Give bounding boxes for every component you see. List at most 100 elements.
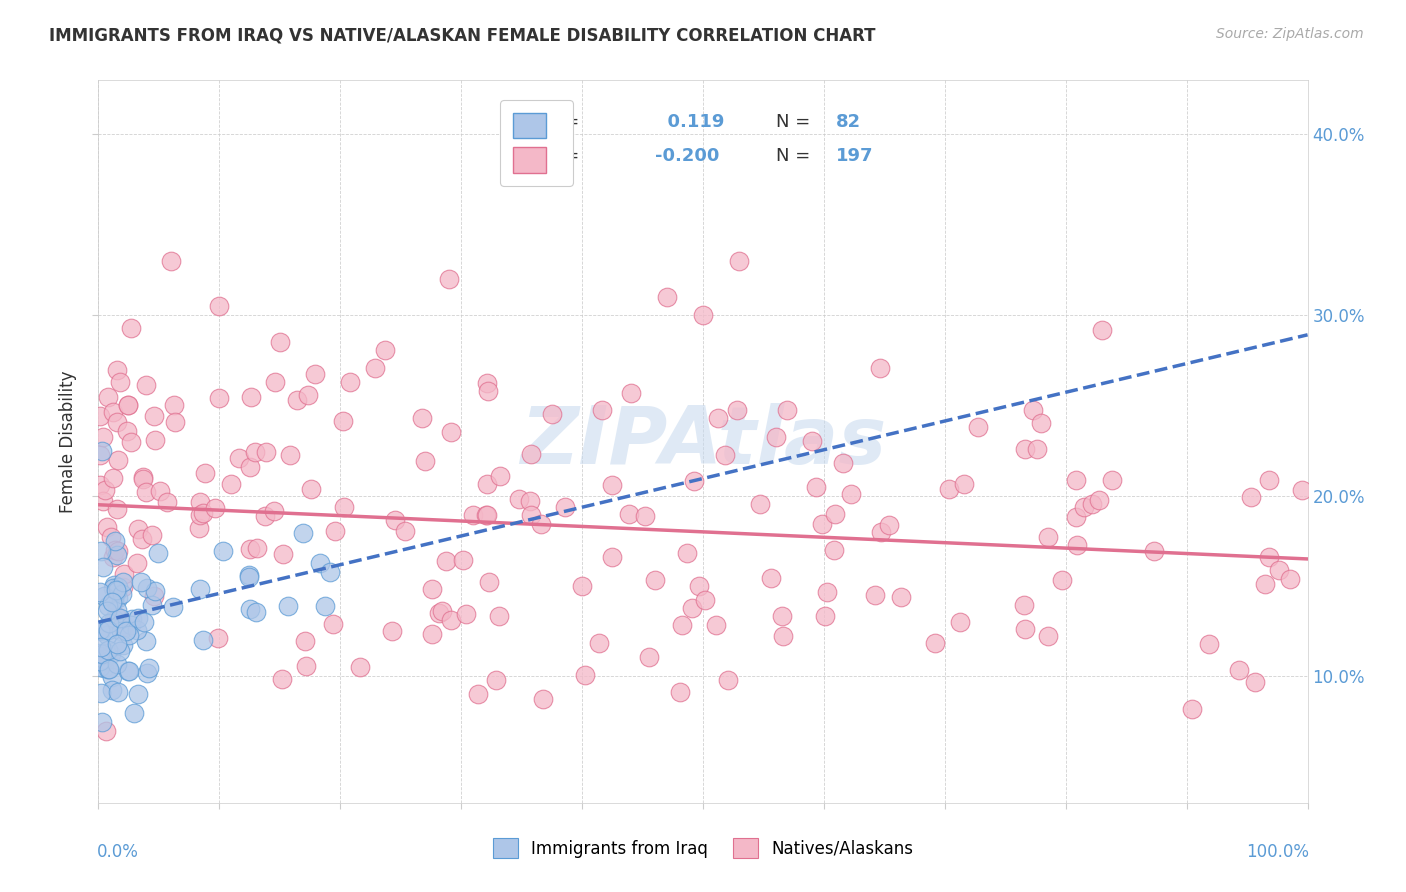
Point <box>143 589 166 603</box>
Point <box>467 687 489 701</box>
Point <box>239 602 262 616</box>
Point <box>800 434 823 448</box>
Point <box>98 662 121 676</box>
Point <box>127 557 149 571</box>
Point <box>571 579 593 593</box>
Point <box>112 581 135 595</box>
Point <box>188 494 211 508</box>
Point <box>620 385 643 400</box>
Point <box>1258 550 1281 565</box>
Point <box>540 408 562 422</box>
Point <box>141 528 163 542</box>
Point <box>111 616 134 631</box>
Point <box>1022 403 1045 417</box>
Point <box>1278 572 1301 586</box>
Point <box>89 648 111 663</box>
Legend: Immigrants from Iraq, Natives/Alaskans: Immigrants from Iraq, Natives/Alaskans <box>485 830 921 867</box>
Point <box>591 402 613 417</box>
Point <box>207 631 229 645</box>
Point <box>415 454 437 468</box>
Point <box>485 673 508 687</box>
Point <box>422 582 444 596</box>
Point <box>877 517 900 532</box>
Point <box>1081 497 1104 511</box>
Point <box>132 615 155 629</box>
Point <box>1025 442 1047 457</box>
Point <box>107 544 129 558</box>
Point <box>681 600 703 615</box>
Point <box>966 419 988 434</box>
Point <box>1227 664 1250 678</box>
Point <box>103 542 125 557</box>
Point <box>105 415 128 429</box>
Point <box>1036 630 1059 644</box>
Point <box>437 272 460 286</box>
Point <box>669 685 692 699</box>
Point <box>815 585 838 599</box>
Point <box>475 508 498 523</box>
Point <box>105 363 128 377</box>
Point <box>93 661 115 675</box>
Point <box>291 525 314 540</box>
Point <box>748 497 770 511</box>
Point <box>1012 598 1035 612</box>
Point <box>135 666 157 681</box>
Point <box>118 628 141 642</box>
Point <box>132 472 155 486</box>
Point <box>1257 473 1279 487</box>
Point <box>120 618 142 632</box>
Point <box>863 589 886 603</box>
Point <box>105 603 128 617</box>
Point <box>191 506 214 520</box>
Point <box>294 634 316 648</box>
Point <box>91 647 114 661</box>
Text: 197: 197 <box>837 147 873 165</box>
Point <box>693 593 716 607</box>
Point <box>519 493 541 508</box>
Point <box>105 583 128 598</box>
Point <box>713 448 735 462</box>
Point <box>520 447 543 461</box>
Point <box>96 604 118 618</box>
Point <box>299 482 322 496</box>
Point <box>110 624 132 638</box>
Point <box>107 685 129 699</box>
Point <box>489 469 512 483</box>
Point <box>111 619 134 633</box>
Point <box>117 397 139 411</box>
Point <box>100 648 122 662</box>
Point <box>188 582 211 596</box>
Point <box>89 477 111 491</box>
Point <box>228 451 250 466</box>
Point <box>475 477 498 491</box>
Point <box>434 553 457 567</box>
Point <box>364 360 387 375</box>
Point <box>1239 490 1261 504</box>
Point <box>349 660 371 674</box>
Point <box>90 544 112 558</box>
Point <box>384 513 406 527</box>
Point <box>319 565 342 579</box>
Point <box>91 494 114 508</box>
Point <box>129 575 152 590</box>
Point <box>112 638 135 652</box>
Point <box>1064 509 1087 524</box>
Point <box>839 487 862 501</box>
Point <box>105 548 128 562</box>
Point <box>531 692 554 706</box>
Point <box>98 615 121 630</box>
Point <box>121 320 143 334</box>
Point <box>101 470 124 484</box>
Point <box>1244 674 1267 689</box>
Point <box>90 624 112 639</box>
Point <box>765 430 787 444</box>
Point <box>101 405 124 419</box>
Point <box>97 643 120 657</box>
Point <box>671 618 693 632</box>
Point <box>814 608 837 623</box>
Point <box>304 368 326 382</box>
Point <box>520 508 543 522</box>
Point <box>243 444 266 458</box>
Point <box>142 409 165 423</box>
Point <box>208 392 231 406</box>
